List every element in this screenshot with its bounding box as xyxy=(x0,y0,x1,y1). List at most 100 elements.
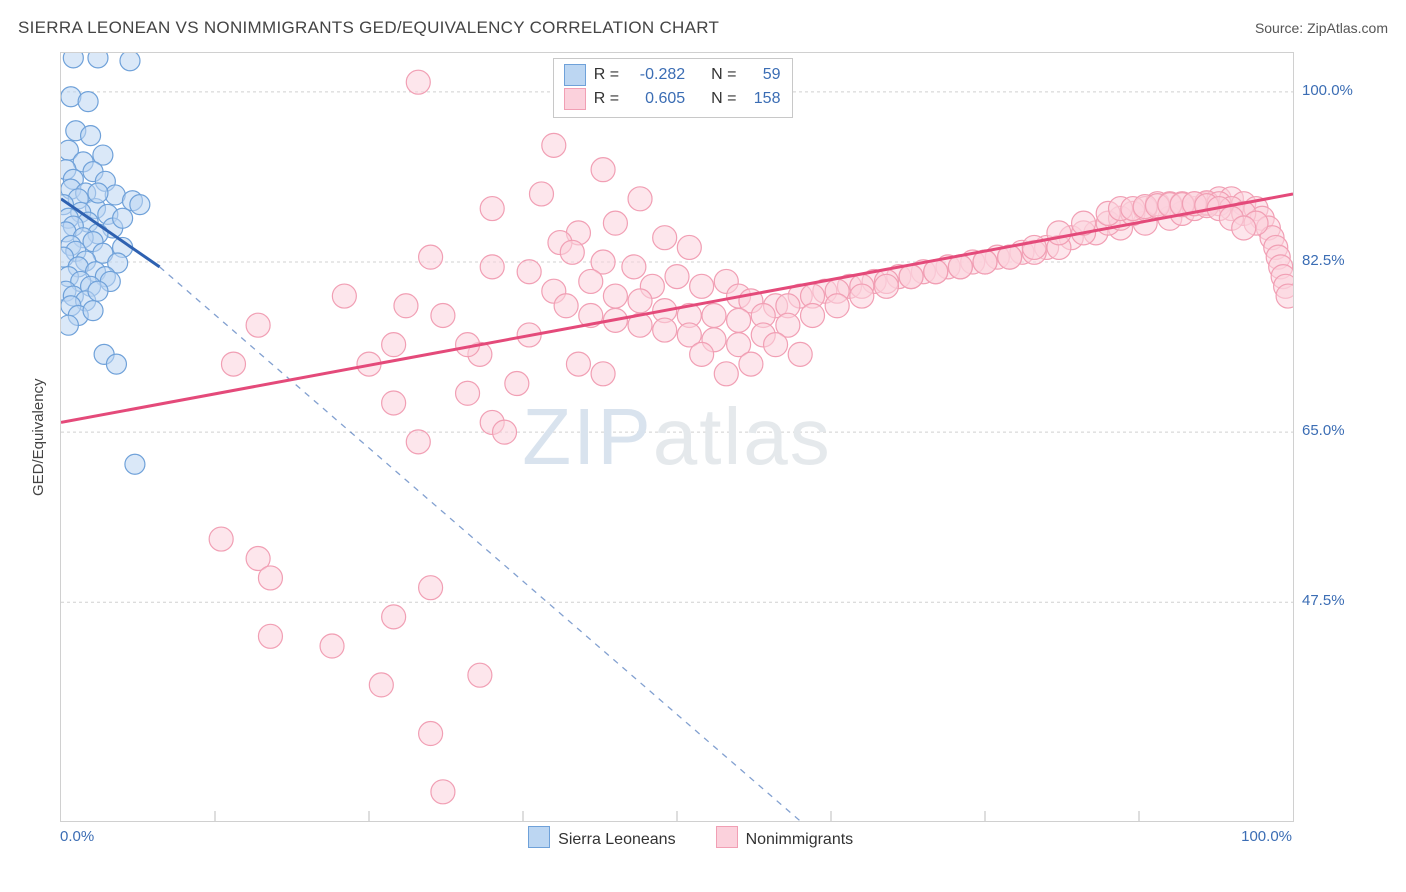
pink-point xyxy=(258,624,282,648)
blue-point xyxy=(125,454,145,474)
blue-point xyxy=(61,315,78,335)
x-tick-label: 0.0% xyxy=(60,828,94,845)
pink-point xyxy=(406,430,430,454)
legend-n-label: N = xyxy=(711,87,736,111)
pink-point xyxy=(493,420,517,444)
pink-point xyxy=(382,605,406,629)
pink-point xyxy=(579,269,603,293)
pink-point xyxy=(628,187,652,211)
source-label: Source: ZipAtlas.com xyxy=(1255,20,1388,36)
pink-point xyxy=(622,255,646,279)
pink-point xyxy=(419,576,443,600)
pink-point xyxy=(628,289,652,313)
pink-point xyxy=(320,634,344,658)
watermark-atlas: atlas xyxy=(653,392,832,481)
pink-point xyxy=(431,303,455,327)
blue-point xyxy=(120,53,140,71)
pink-point xyxy=(1232,216,1256,240)
blue-point xyxy=(81,126,101,146)
y-tick-label: 82.5% xyxy=(1302,252,1345,269)
blue-point xyxy=(88,281,108,301)
watermark: ZIPatlas xyxy=(522,391,831,483)
pink-point xyxy=(419,722,443,746)
pink-point xyxy=(690,274,714,298)
stats-legend: R = -0.282 N = 59 R = 0.605 N = 158 xyxy=(553,58,794,118)
pink-point xyxy=(431,780,455,804)
y-tick-label: 65.0% xyxy=(1302,422,1345,439)
pink-point xyxy=(591,158,615,182)
pink-point xyxy=(727,308,751,332)
legend-label: Sierra Leoneans xyxy=(558,831,675,848)
pink-point xyxy=(480,197,504,221)
y-tick-label: 47.5% xyxy=(1302,592,1345,609)
blue-point xyxy=(83,301,103,321)
series-legend: Sierra Leoneans Nonimmigrants xyxy=(528,826,853,849)
plot-area: ZIPatlas xyxy=(60,52,1294,822)
legend-n-value: 59 xyxy=(744,63,780,87)
legend-swatch xyxy=(564,88,586,110)
x-tick-label: 100.0% xyxy=(1241,828,1292,845)
pink-point xyxy=(209,527,233,551)
pink-point xyxy=(653,318,677,342)
blue-point xyxy=(78,92,98,112)
y-tick-label: 100.0% xyxy=(1302,82,1353,99)
pink-point xyxy=(924,260,948,284)
blue-point xyxy=(113,208,133,228)
legend-swatch xyxy=(528,826,550,848)
pink-point xyxy=(653,226,677,250)
legend-r-value: 0.605 xyxy=(627,87,685,111)
pink-point xyxy=(874,274,898,298)
series-legend-item: Sierra Leoneans xyxy=(528,826,675,849)
pink-point xyxy=(714,362,738,386)
pink-point xyxy=(677,235,701,259)
stats-legend-row: R = 0.605 N = 158 xyxy=(564,87,781,111)
pink-point xyxy=(825,294,849,318)
pink-point xyxy=(369,673,393,697)
pink-point xyxy=(764,333,788,357)
pink-point xyxy=(788,342,812,366)
pink-point xyxy=(702,303,726,327)
blue-point xyxy=(106,354,126,374)
pink-point xyxy=(382,391,406,415)
pink-point xyxy=(1047,221,1071,245)
pink-point xyxy=(221,352,245,376)
pink-point xyxy=(591,362,615,386)
legend-n-label: N = xyxy=(711,63,736,87)
pink-point xyxy=(603,284,627,308)
pink-point xyxy=(258,566,282,590)
pink-point xyxy=(603,211,627,235)
y-axis-label: GED/Equivalency xyxy=(30,378,47,496)
blue-point xyxy=(88,183,108,203)
pink-point xyxy=(406,70,430,94)
legend-r-label: R = xyxy=(594,87,619,111)
pink-point xyxy=(566,352,590,376)
watermark-zip: ZIP xyxy=(522,392,652,481)
blue-point xyxy=(88,53,108,68)
pink-point xyxy=(456,381,480,405)
legend-r-label: R = xyxy=(594,63,619,87)
legend-swatch xyxy=(716,826,738,848)
legend-n-value: 158 xyxy=(744,87,780,111)
legend-label: Nonimmigrants xyxy=(746,831,854,848)
pink-point xyxy=(542,133,566,157)
pink-point xyxy=(419,245,443,269)
legend-swatch xyxy=(564,64,586,86)
pink-point xyxy=(382,333,406,357)
pink-point xyxy=(850,284,874,308)
pink-point xyxy=(517,260,541,284)
pink-point xyxy=(739,352,763,376)
series-legend-item: Nonimmigrants xyxy=(716,826,854,849)
pink-point xyxy=(665,265,689,289)
pink-point xyxy=(529,182,553,206)
pink-point xyxy=(690,342,714,366)
pink-point xyxy=(332,284,356,308)
pink-point xyxy=(468,663,492,687)
pink-point xyxy=(554,294,578,318)
blue-point xyxy=(130,195,150,215)
pink-point xyxy=(480,255,504,279)
legend-r-value: -0.282 xyxy=(627,63,685,87)
pink-point xyxy=(246,313,270,337)
pink-point xyxy=(560,240,584,264)
title-bar: SIERRA LEONEAN VS NONIMMIGRANTS GED/EQUI… xyxy=(18,18,1388,38)
pink-point xyxy=(899,265,923,289)
